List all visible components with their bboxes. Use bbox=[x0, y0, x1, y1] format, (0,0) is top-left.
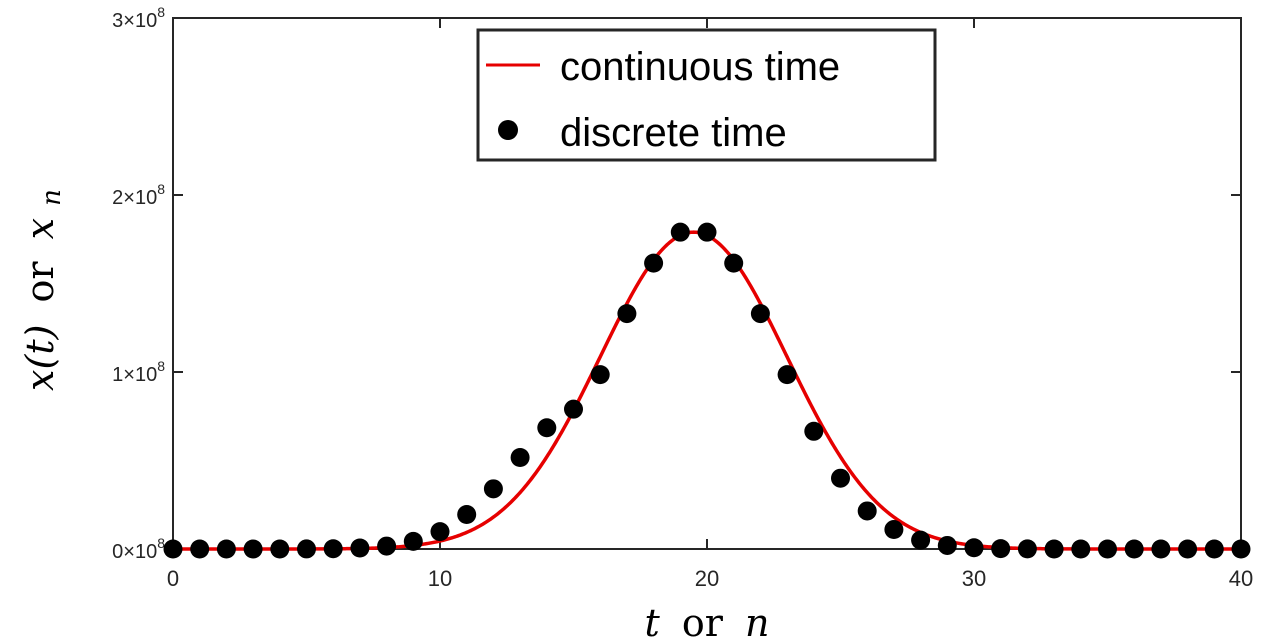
discrete-time-point bbox=[991, 539, 1011, 559]
y-axis-label: x(t) or x n bbox=[18, 189, 67, 391]
y-axis-label-sub: n bbox=[37, 189, 67, 206]
discrete-time-point bbox=[1178, 539, 1198, 559]
x-axis-label: t or n bbox=[645, 601, 770, 643]
x-tick-label: 30 bbox=[962, 566, 986, 591]
discrete-time-point bbox=[457, 504, 477, 524]
discrete-time-point bbox=[483, 479, 503, 499]
x-axis-label-word: or bbox=[682, 601, 724, 643]
discrete-time-point bbox=[1017, 539, 1037, 559]
legend-box bbox=[476, 28, 937, 162]
discrete-time-point bbox=[857, 501, 877, 521]
discrete-time-point bbox=[377, 536, 397, 556]
legend-label-continuous: continuous time bbox=[560, 45, 840, 89]
discrete-time-point bbox=[323, 539, 343, 559]
discrete-time-point bbox=[617, 304, 637, 324]
x-tick-label: 20 bbox=[695, 566, 719, 591]
discrete-time-point bbox=[270, 539, 290, 559]
discrete-time-point bbox=[831, 468, 850, 488]
discrete-time-point bbox=[403, 531, 423, 551]
discrete-time-point bbox=[163, 539, 183, 559]
discrete-time-point bbox=[564, 399, 583, 419]
y-tick-label: 2×108 bbox=[112, 181, 165, 209]
discrete-time-point bbox=[590, 365, 610, 385]
discrete-time-point bbox=[911, 530, 931, 550]
discrete-time-point bbox=[964, 538, 984, 558]
x-tick-label: 0 bbox=[167, 566, 179, 591]
discrete-time-point bbox=[350, 538, 370, 558]
discrete-time-point bbox=[804, 421, 824, 441]
discrete-time-point bbox=[777, 365, 797, 385]
x-axis-label-var1: t bbox=[645, 601, 661, 643]
discrete-time-point bbox=[297, 539, 316, 559]
x-axis-label-var2: n bbox=[745, 601, 769, 643]
legend: continuous time discrete time bbox=[476, 28, 937, 162]
discrete-time-point bbox=[430, 522, 450, 542]
y-axis-label-var2: x bbox=[18, 218, 62, 239]
discrete-time-point bbox=[216, 539, 236, 559]
y-tick-label: 1×108 bbox=[112, 358, 165, 386]
discrete-time-point bbox=[1204, 539, 1224, 559]
y-tick-label: 3×108 bbox=[112, 4, 165, 32]
discrete-time-point bbox=[1231, 539, 1251, 559]
discrete-time-point bbox=[537, 418, 557, 438]
discrete-time-point bbox=[510, 447, 530, 467]
y-axis-label-word: or bbox=[18, 261, 62, 303]
discrete-time-point bbox=[644, 253, 664, 273]
y-tick-label: 0×108 bbox=[112, 535, 165, 563]
discrete-time-point bbox=[1151, 539, 1171, 559]
discrete-time-point bbox=[243, 539, 263, 559]
x-tick-label: 40 bbox=[1229, 566, 1253, 591]
x-tick-label: 10 bbox=[428, 566, 452, 591]
legend-marker-swatch bbox=[498, 120, 518, 140]
discrete-time-point bbox=[1071, 539, 1091, 559]
y-axis-label-var1: x(t) bbox=[18, 325, 62, 391]
discrete-time-point bbox=[697, 222, 717, 242]
discrete-time-point bbox=[750, 304, 770, 324]
discrete-time-point bbox=[884, 520, 904, 540]
legend-label-discrete: discrete time bbox=[560, 111, 787, 155]
discrete-time-point bbox=[937, 535, 957, 555]
discrete-time-point bbox=[1124, 539, 1144, 559]
series-layer bbox=[163, 222, 1251, 559]
discrete-time-point bbox=[670, 222, 690, 242]
discrete-time-point bbox=[724, 253, 744, 273]
discrete-time-point bbox=[1044, 539, 1064, 559]
continuous-time-line bbox=[173, 230, 1241, 551]
y-tick-labels: 0×108 1×108 2×108 3×108 bbox=[112, 4, 165, 563]
discrete-time-point bbox=[190, 539, 210, 559]
discrete-time-point bbox=[1098, 539, 1117, 559]
x-tick-labels: 0 10 20 30 40 bbox=[167, 566, 1253, 591]
